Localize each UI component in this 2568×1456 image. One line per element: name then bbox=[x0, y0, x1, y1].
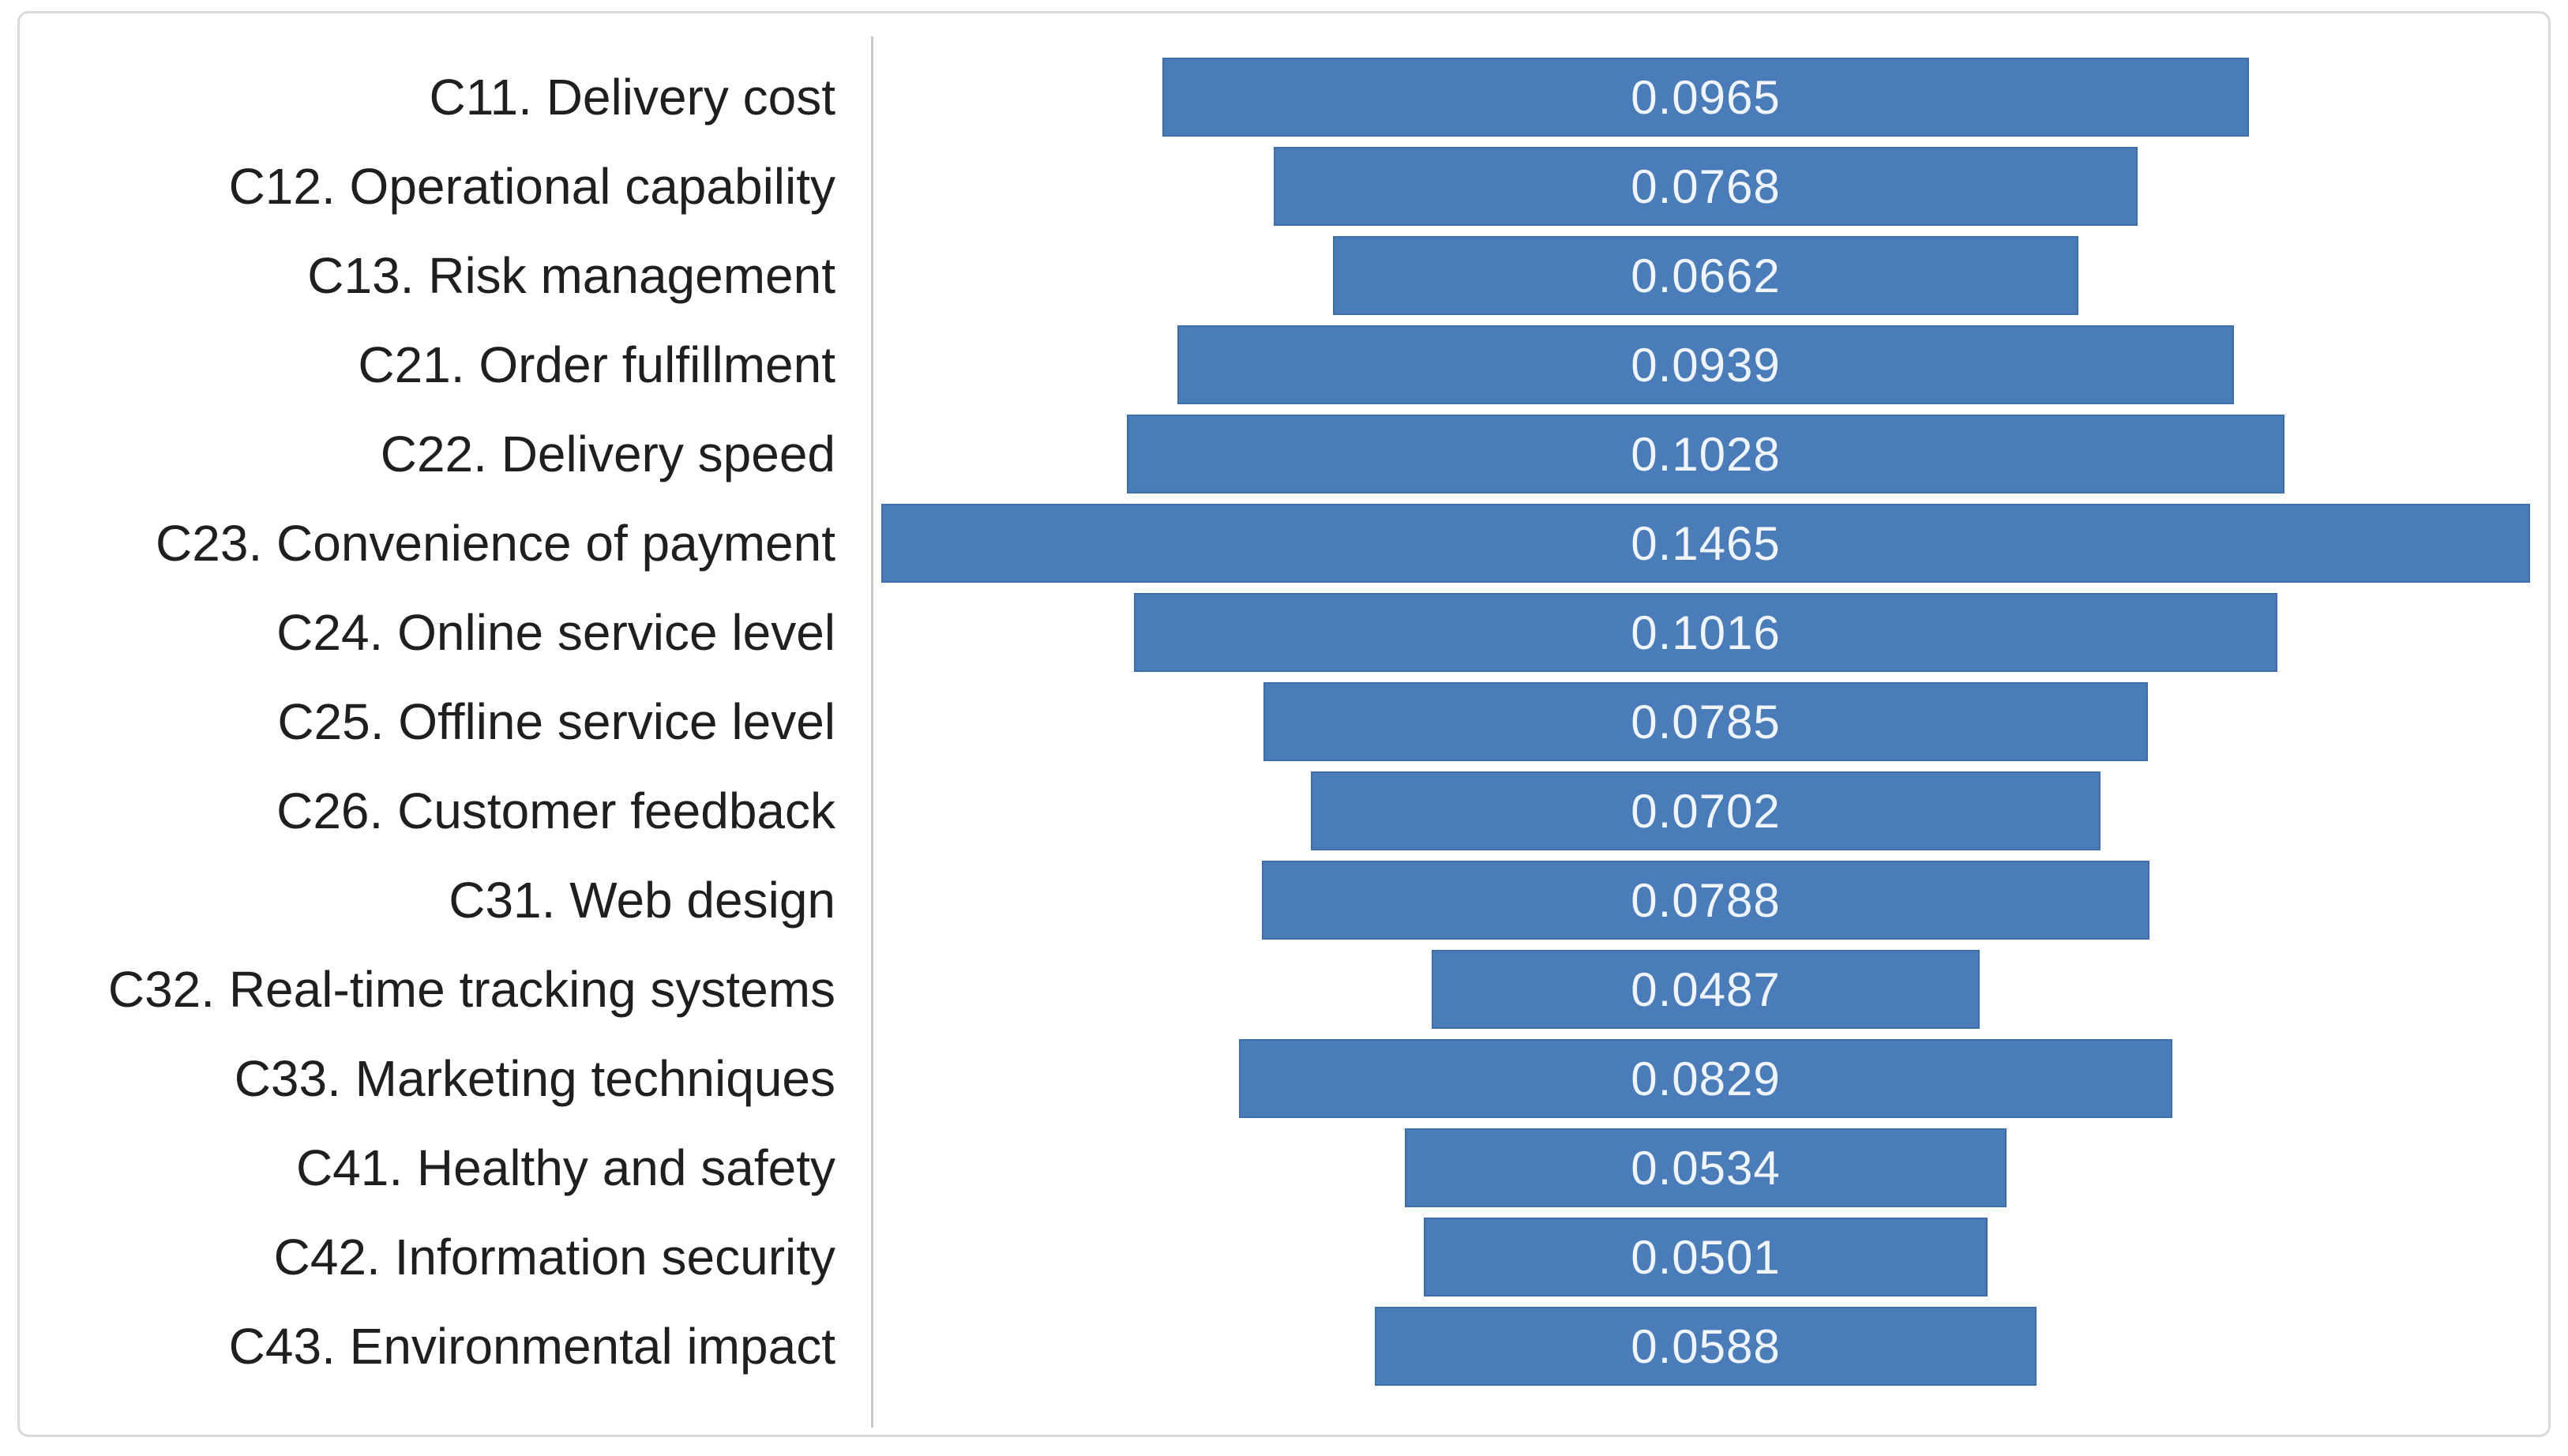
chart-row: C23. Convenience of payment 0.1465 bbox=[0, 504, 2568, 583]
category-label: C32. Real-time tracking systems bbox=[107, 961, 835, 1018]
bar-value-label: 0.1465 bbox=[1631, 516, 1781, 570]
bar: 0.0768 bbox=[1273, 147, 2138, 226]
bar: 0.0829 bbox=[1239, 1039, 2172, 1118]
category-label: C31. Web design bbox=[449, 872, 835, 929]
chart-row: C13. Risk management 0.0662 bbox=[0, 236, 2568, 315]
bar: 0.1016 bbox=[1133, 593, 2278, 672]
category-label: C21. Order fulfillment bbox=[358, 336, 835, 393]
bar-value-label: 0.0829 bbox=[1631, 1052, 1781, 1105]
bar-value-label: 0.0939 bbox=[1631, 338, 1781, 392]
chart-row: C21. Order fulfillment 0.0939 bbox=[0, 325, 2568, 404]
chart-row: C25. Offline service level 0.0785 bbox=[0, 682, 2568, 761]
bar: 0.0588 bbox=[1374, 1307, 2037, 1386]
category-label: C12. Operational capability bbox=[228, 158, 835, 215]
bar-value-label: 0.0588 bbox=[1631, 1319, 1781, 1373]
category-label: C43. Environmental impact bbox=[228, 1318, 835, 1375]
chart-row: C31. Web design 0.0788 bbox=[0, 861, 2568, 940]
bar-value-label: 0.0487 bbox=[1631, 963, 1781, 1016]
bar-value-label: 0.1028 bbox=[1631, 427, 1781, 481]
bar: 0.1028 bbox=[1127, 415, 2285, 493]
chart-row: C24. Online service level 0.1016 bbox=[0, 593, 2568, 672]
category-label: C26. Customer feedback bbox=[276, 782, 835, 839]
bar: 0.0501 bbox=[1423, 1218, 1988, 1297]
category-label: C11. Delivery cost bbox=[429, 69, 835, 126]
bar: 0.0785 bbox=[1263, 682, 2148, 761]
chart-row: C33. Marketing techniques 0.0829 bbox=[0, 1039, 2568, 1118]
bar: 0.0662 bbox=[1333, 236, 2078, 315]
bar-value-label: 0.0788 bbox=[1631, 873, 1781, 927]
chart-row: C11. Delivery cost 0.0965 bbox=[0, 58, 2568, 137]
category-label: C42. Information security bbox=[273, 1229, 835, 1285]
bar: 0.0702 bbox=[1310, 771, 2101, 850]
bar-value-label: 0.0785 bbox=[1631, 695, 1781, 749]
chart-row: C26. Customer feedback 0.0702 bbox=[0, 771, 2568, 850]
chart-row: C32. Real-time tracking systems 0.0487 bbox=[0, 950, 2568, 1029]
bar: 0.0939 bbox=[1177, 325, 2235, 404]
category-label: C23. Convenience of payment bbox=[156, 515, 835, 572]
category-label: C25. Offline service level bbox=[277, 693, 835, 750]
bar: 0.0487 bbox=[1431, 950, 1980, 1029]
category-axis-line bbox=[871, 36, 873, 1428]
category-label: C24. Online service level bbox=[276, 604, 835, 661]
bar-value-label: 0.0965 bbox=[1631, 70, 1781, 124]
bar-value-label: 0.0662 bbox=[1631, 249, 1781, 302]
bar: 0.1465 bbox=[880, 504, 2531, 583]
bar-value-label: 0.0702 bbox=[1631, 784, 1781, 838]
bar-value-label: 0.0501 bbox=[1631, 1230, 1781, 1284]
chart-row: C12. Operational capability 0.0768 bbox=[0, 147, 2568, 226]
bar-value-label: 0.1016 bbox=[1631, 606, 1781, 659]
bar: 0.0965 bbox=[1162, 58, 2249, 137]
bar: 0.0534 bbox=[1405, 1128, 2007, 1207]
category-label: C22. Delivery speed bbox=[380, 426, 835, 482]
category-label: C33. Marketing techniques bbox=[234, 1050, 835, 1107]
chart-row: C43. Environmental impact 0.0588 bbox=[0, 1307, 2568, 1386]
chart-row: C41. Healthy and safety 0.0534 bbox=[0, 1128, 2568, 1207]
category-label: C41. Healthy and safety bbox=[295, 1139, 835, 1196]
chart-row: C22. Delivery speed 0.1028 bbox=[0, 415, 2568, 493]
bar-value-label: 0.0768 bbox=[1631, 159, 1781, 213]
bar: 0.0788 bbox=[1262, 861, 2149, 940]
chart-row: C42. Information security 0.0501 bbox=[0, 1218, 2568, 1297]
category-label: C13. Risk management bbox=[307, 247, 835, 304]
bar-value-label: 0.0534 bbox=[1631, 1141, 1781, 1195]
